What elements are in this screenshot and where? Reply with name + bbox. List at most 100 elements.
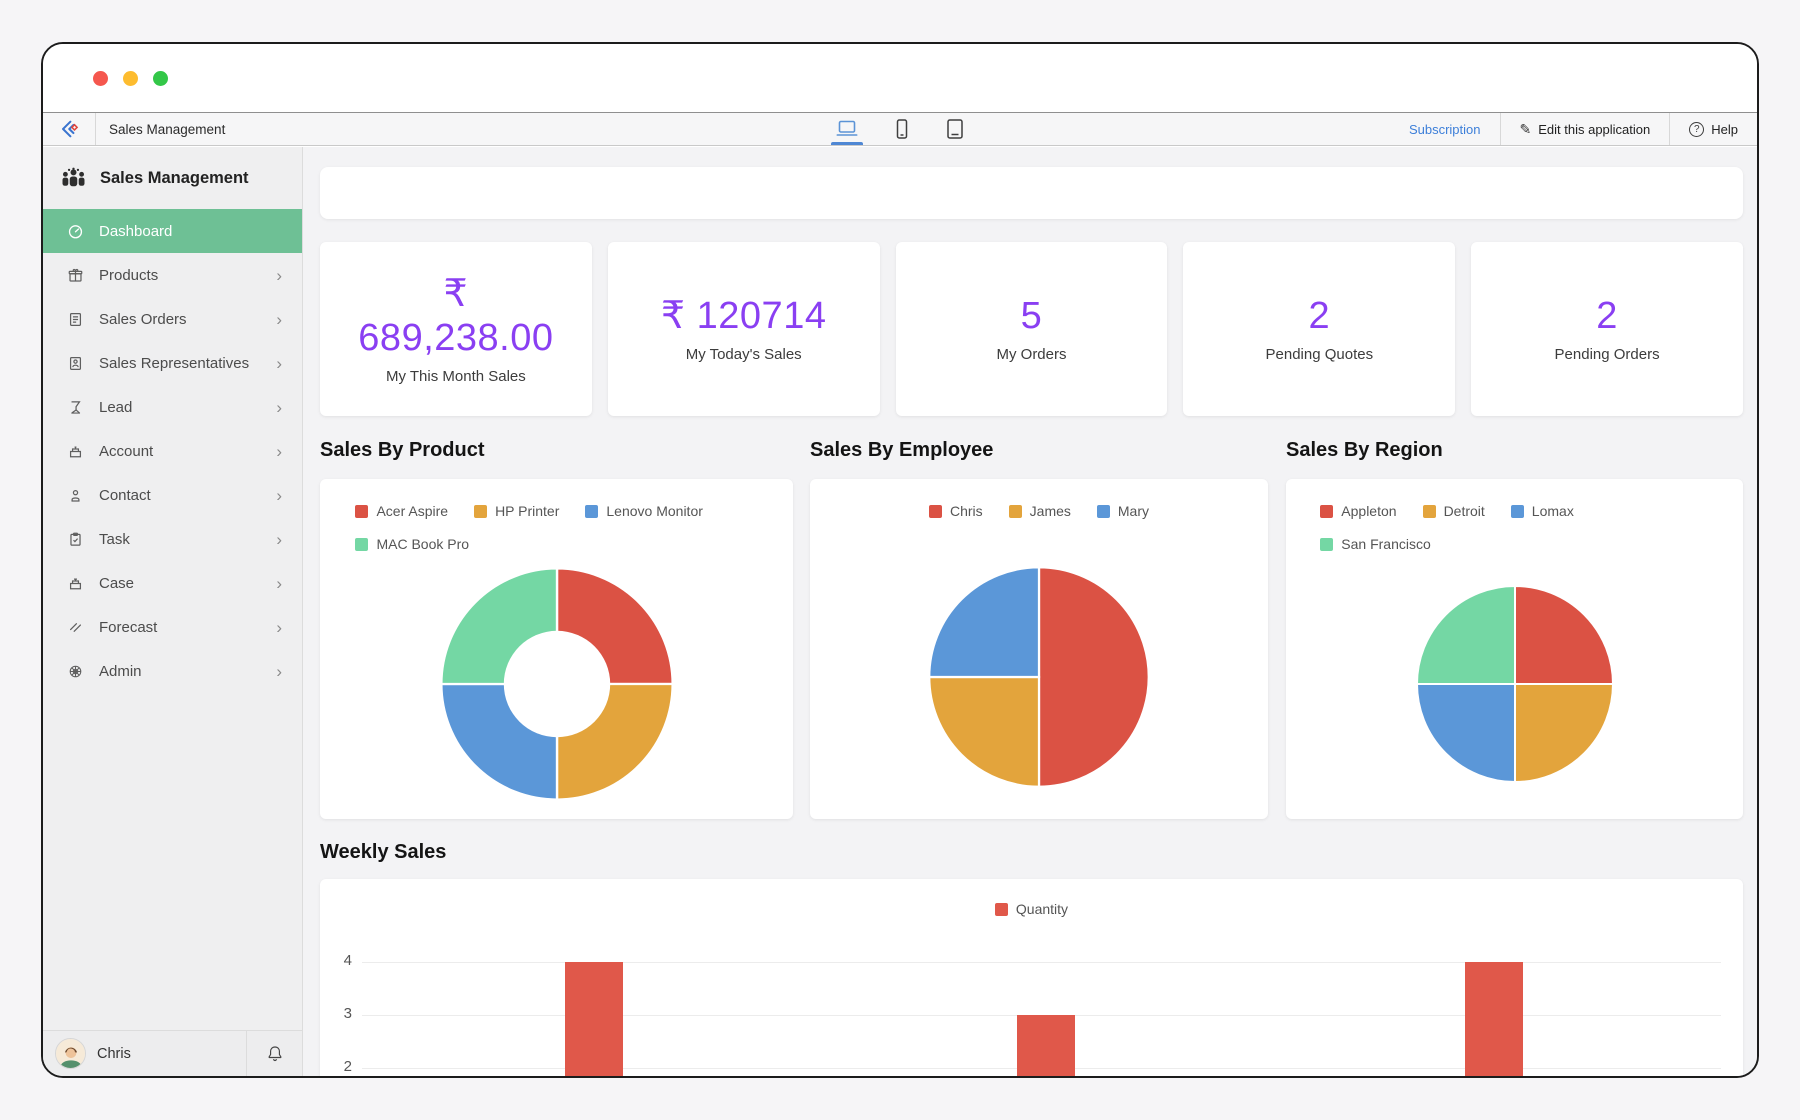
chart-legend: Chris James Mary: [929, 503, 1149, 519]
lead-funnel-icon: [66, 399, 84, 416]
chevron-right-icon: ›: [276, 487, 282, 504]
legend-swatch: [1097, 505, 1110, 518]
kpi-my-todays-sales: ₹ 120714 My Today's Sales: [608, 242, 880, 416]
app-window: Sales Management: [41, 42, 1759, 1078]
legend-item[interactable]: Chris: [929, 503, 983, 519]
legend-item[interactable]: Appleton: [1320, 503, 1396, 519]
legend-item[interactable]: HP Printer: [474, 503, 559, 519]
avatar[interactable]: [55, 1038, 86, 1069]
pie-chart[interactable]: [810, 565, 1268, 789]
chevron-right-icon: ›: [276, 443, 282, 460]
kpi-value: 2: [1308, 295, 1330, 339]
notifications-button[interactable]: [246, 1031, 302, 1076]
kpi-label: My Orders: [996, 346, 1066, 363]
sidebar-item-forecast[interactable]: Forecast ›: [43, 605, 302, 649]
donut-chart[interactable]: [320, 566, 793, 802]
legend-swatch: [1009, 505, 1022, 518]
legend-swatch: [1511, 505, 1524, 518]
sidebar-item-contact[interactable]: Contact ›: [43, 473, 302, 517]
sidebar-item-sales-representatives[interactable]: Sales Representatives ›: [43, 341, 302, 385]
kpi-label: Pending Orders: [1555, 346, 1660, 363]
legend-label: MAC Book Pro: [376, 536, 469, 552]
phone-preview-button[interactable]: [889, 113, 915, 145]
kpi-my-orders: 5 My Orders: [896, 242, 1168, 416]
close-window-button[interactable]: [93, 71, 108, 86]
representative-icon: [66, 355, 84, 372]
chart-legend: Appleton Detroit Lomax San Francisco: [1320, 503, 1708, 552]
legend-item[interactable]: James: [1009, 503, 1071, 519]
user-name: Chris: [97, 1046, 246, 1062]
kpi-value: 689,238.00: [358, 317, 553, 361]
kpi-row: ₹ 689,238.00 My This Month Sales ₹ 12071…: [320, 242, 1743, 416]
legend-item[interactable]: Acer Aspire: [355, 503, 448, 519]
pie-slice-detroit[interactable]: [1515, 684, 1613, 782]
sidebar-item-account[interactable]: Account ›: [43, 429, 302, 473]
kpi-currency: ₹: [444, 273, 469, 317]
device-preview-switcher: [831, 113, 969, 145]
app-header-label: Sales Management: [100, 169, 249, 188]
pencil-icon: ✎: [1520, 121, 1532, 138]
legend-item[interactable]: MAC Book Pro: [355, 536, 469, 552]
kpi-value: 5: [1021, 295, 1043, 339]
legend-label: HP Printer: [495, 503, 559, 519]
pie-slice-san-francisco[interactable]: [1417, 586, 1515, 684]
bell-icon: [265, 1043, 285, 1064]
pie-slice-lomax[interactable]: [1417, 684, 1515, 782]
legend-item[interactable]: Lomax: [1511, 503, 1574, 519]
sales-by-product-chart: Acer Aspire HP Printer Lenovo Monitor MAC B…: [320, 479, 793, 819]
order-list-icon: [66, 311, 84, 328]
legend-swatch: [1320, 538, 1333, 551]
app-bar-actions: Subscription ✎ Edit this application ? H…: [1390, 113, 1757, 145]
case-register-icon: [66, 575, 84, 592]
legend-swatch: [1320, 505, 1333, 518]
minimize-window-button[interactable]: [123, 71, 138, 86]
sidebar-item-products[interactable]: Products ›: [43, 253, 302, 297]
sidebar-item-lead[interactable]: Lead ›: [43, 385, 302, 429]
pie-slice-james[interactable]: [929, 677, 1039, 787]
legend-item[interactable]: Lenovo Monitor: [585, 503, 703, 519]
legend-label: Lomax: [1532, 503, 1574, 519]
tablet-preview-button[interactable]: [941, 113, 969, 145]
help-icon: ?: [1689, 122, 1704, 137]
sidebar-item-case[interactable]: Case ›: [43, 561, 302, 605]
pie-slice-chris[interactable]: [1039, 567, 1149, 787]
sidebar-item-sales-orders[interactable]: Sales Orders ›: [43, 297, 302, 341]
sidebar-item-dashboard[interactable]: Dashboard: [43, 209, 302, 253]
legend-label: Mary: [1118, 503, 1149, 519]
subscription-link[interactable]: Subscription: [1390, 113, 1500, 145]
help-button[interactable]: ? Help: [1670, 113, 1757, 145]
chevron-right-icon: ›: [276, 399, 282, 416]
phone-icon: [893, 118, 911, 140]
bar-chart-plot: 432: [320, 879, 1743, 1076]
bar-quantity[interactable]: [1017, 1015, 1075, 1076]
sales-by-region-chart: Appleton Detroit Lomax San Francisco: [1286, 479, 1743, 819]
sidebar-nav: Dashboard Products › Sales Orders: [43, 209, 302, 693]
legend-item[interactable]: San Francisco: [1320, 536, 1430, 552]
desktop-preview-button[interactable]: [831, 113, 863, 145]
zoom-window-button[interactable]: [153, 71, 168, 86]
chevron-right-icon: ›: [276, 531, 282, 548]
legend-label: Detroit: [1444, 503, 1485, 519]
legend-label: James: [1030, 503, 1071, 519]
edit-application-label: Edit this application: [1538, 122, 1650, 137]
edit-application-button[interactable]: ✎ Edit this application: [1501, 113, 1670, 145]
bar-quantity[interactable]: [1465, 962, 1523, 1076]
sidebar-footer: Chris: [43, 1030, 302, 1076]
tablet-icon: [945, 118, 965, 140]
legend-label: San Francisco: [1341, 536, 1430, 552]
pie-slice-mary[interactable]: [929, 567, 1039, 677]
kpi-value: ₹ 120714: [661, 295, 827, 339]
legend-item[interactable]: Mary: [1097, 503, 1149, 519]
sales-by-employee-chart: Chris James Mary: [810, 479, 1268, 819]
sidebar-item-task[interactable]: Task ›: [43, 517, 302, 561]
y-tick-label: 3: [326, 1005, 352, 1022]
creator-logo-icon[interactable]: [43, 113, 96, 145]
sidebar-item-admin[interactable]: Admin ›: [43, 649, 302, 693]
bar-quantity[interactable]: [565, 962, 623, 1076]
pie-chart[interactable]: [1286, 584, 1743, 784]
kpi-label: My Today's Sales: [686, 346, 802, 363]
legend-item[interactable]: Detroit: [1423, 503, 1485, 519]
donut-hole: [503, 631, 609, 737]
legend-swatch: [1423, 505, 1436, 518]
pie-slice-appleton[interactable]: [1515, 586, 1613, 684]
